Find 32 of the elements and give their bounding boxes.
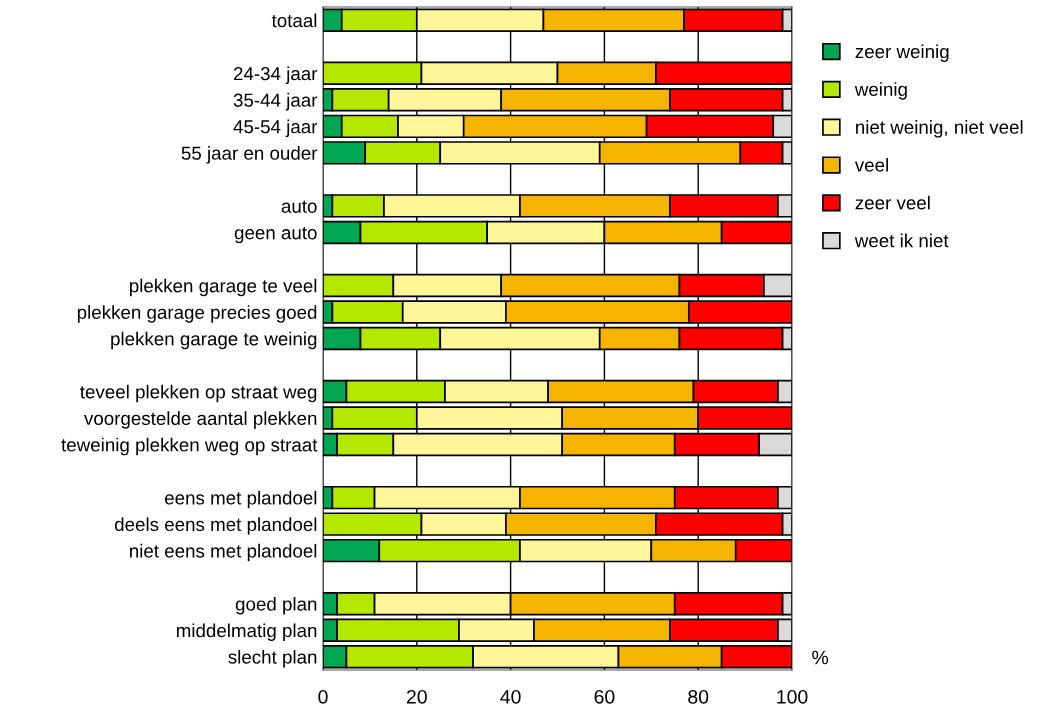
y-tick-label: plekken garage te weinig [111, 331, 317, 350]
y-tick-label: 45-54 jaar [233, 119, 318, 138]
y-tick-label: voorgestelde aantal plekken [84, 411, 317, 429]
y-tick-label: niet eens met plandoel [130, 543, 317, 562]
legend-label: weinig [854, 82, 907, 100]
legend-label: niet weinig, niet veel [856, 120, 1023, 138]
x-axis-title: % [812, 650, 829, 665]
y-tick-label: geen auto [234, 227, 317, 244]
y-tick-label: slecht plan [228, 649, 317, 668]
legend-label: zeer veel [855, 195, 930, 210]
legend-label: zeer weinig [855, 44, 949, 62]
x-tick-label: 80 [688, 689, 709, 704]
legend-label: veel [854, 157, 888, 172]
x-tick-label: 40 [500, 689, 521, 704]
y-tick-label: totaal [271, 13, 317, 28]
y-tick-label: 55 jaar en ouder [181, 146, 318, 164]
y-tick-label: goed plan [235, 596, 317, 615]
y-tick-label: deels eens met plandoel [114, 517, 317, 535]
y-tick-label: teveel plekken op straat weg [80, 384, 317, 403]
y-tick-label: teweinig plekken weg op straat [61, 437, 318, 456]
y-tick-label: plekken garage te veel [130, 278, 317, 297]
y-tick-label: middelmatig plan [176, 623, 317, 641]
x-tick-label: 100 [777, 689, 808, 704]
y-tick-label: 35-44 jaar [233, 93, 318, 111]
y-tick-label: 24-34 jaar [233, 66, 318, 84]
x-tick-label: 60 [594, 689, 615, 704]
legend-label: weet ik niet [854, 233, 949, 248]
y-tick-label: plekken garage precies goed [77, 305, 317, 323]
x-tick-label: 0 [318, 689, 328, 704]
y-tick-label: auto [281, 200, 317, 213]
x-tick-label: 20 [406, 689, 427, 704]
y-tick-label: eens met plandoel [165, 490, 317, 509]
